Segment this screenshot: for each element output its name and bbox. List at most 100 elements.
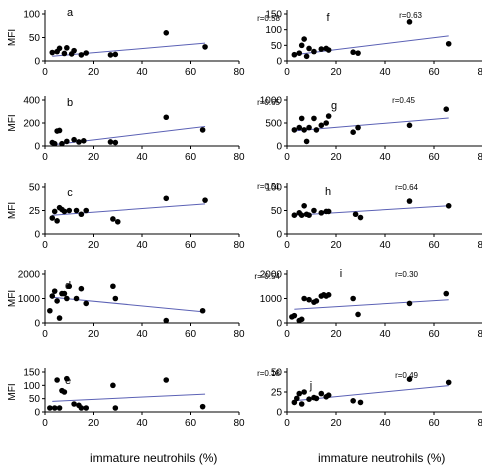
data-point (355, 50, 361, 56)
x-tick-label: 80 (233, 152, 245, 163)
trendline (294, 35, 449, 56)
x-tick-label: 40 (379, 329, 391, 340)
data-point (54, 218, 60, 224)
data-point (199, 127, 206, 133)
data-point (64, 45, 70, 51)
x-tick-label: 0 (42, 329, 48, 340)
data-point (163, 114, 170, 121)
data-point (301, 203, 307, 209)
data-point (291, 51, 298, 58)
y-tick-label: 0 (34, 142, 40, 153)
r-label: r=0.65 (257, 98, 280, 107)
data-point (296, 50, 303, 56)
y-axis-label: MFI (7, 290, 18, 307)
data-point (325, 392, 332, 399)
data-point (76, 139, 82, 145)
data-point (318, 210, 325, 216)
data-point (301, 389, 307, 395)
data-point (83, 405, 90, 411)
y-tick-label: 500 (265, 119, 282, 130)
x-tick-label: 80 (477, 67, 482, 78)
x-tick-label: 40 (379, 67, 391, 78)
y-axis-label: MFI (7, 114, 18, 131)
y-tick-label: 150 (265, 10, 282, 21)
r-label: r=-0.54 (254, 272, 280, 281)
x-tick-label: 0 (284, 418, 290, 429)
data-point (352, 211, 359, 218)
data-point (71, 136, 77, 143)
x-tick-label: 60 (185, 240, 197, 251)
x-tick-label: 20 (88, 418, 100, 429)
panel-c: 0 25 50 0 20 40 60 80 MFI c r=0.51 (7, 182, 281, 251)
x-axis-label-left: immature neutrohils (%) (90, 451, 218, 465)
y-tick-label: 200 (23, 119, 40, 130)
r-label: r=0.51 (257, 182, 280, 191)
data-point (163, 317, 170, 324)
data-point (73, 207, 80, 214)
data-point (406, 198, 413, 204)
x-tick-label: 0 (284, 240, 290, 251)
y-axis-label: MFI (7, 29, 18, 46)
x-tick-label: 0 (42, 418, 48, 429)
trendline (52, 393, 206, 402)
y-tick-label: 50 (271, 368, 283, 379)
data-point (112, 295, 119, 302)
data-point (78, 405, 85, 411)
data-point (325, 113, 332, 119)
r-label: r=0.18 (257, 369, 280, 378)
r-label: r=0.58 (257, 14, 280, 23)
data-point (355, 124, 361, 131)
y-tick-label: 50 (29, 394, 41, 405)
data-point (298, 316, 305, 323)
data-point (291, 127, 298, 133)
x-tick-label: 20 (330, 240, 342, 251)
data-point (56, 45, 63, 52)
data-point (306, 212, 312, 218)
data-point (313, 298, 320, 304)
x-tick-label: 20 (330, 67, 342, 78)
data-point (49, 293, 56, 299)
data-point (301, 127, 307, 133)
y-tick-label: 0 (276, 408, 282, 419)
x-tick-label: 40 (136, 418, 148, 429)
data-point (357, 399, 364, 406)
data-point (61, 290, 68, 297)
x-tick-label: 60 (185, 418, 197, 429)
x-tick-label: 0 (42, 67, 48, 78)
data-point (71, 47, 77, 54)
x-tick-label: 80 (233, 240, 245, 251)
data-point (163, 30, 170, 36)
panel-letter: j (309, 380, 312, 392)
data-point (199, 307, 206, 314)
data-point (306, 45, 312, 52)
data-point (110, 382, 116, 389)
data-point (61, 50, 68, 57)
panel-letter: e (65, 375, 71, 387)
y-tick-label: 50 (271, 206, 283, 217)
y-tick-label: 0 (276, 319, 282, 330)
panel-letter: i (340, 268, 342, 280)
data-point (311, 207, 317, 214)
y-tick-label: 1000 (260, 96, 283, 107)
y-tick-label: 2000 (18, 270, 41, 281)
data-point (49, 49, 56, 56)
data-point (350, 398, 356, 404)
x-tick-label: 20 (330, 152, 342, 163)
panel-letter: c (67, 187, 73, 199)
y-tick-label: 50 (29, 183, 41, 194)
data-point (59, 140, 65, 147)
data-point (81, 138, 87, 144)
x-tick-label: 60 (185, 329, 197, 340)
y-tick-label: 1000 (260, 294, 283, 305)
y-tick-label: 100 (265, 25, 282, 36)
data-point (163, 377, 170, 383)
data-point (73, 295, 80, 302)
data-point (301, 295, 307, 302)
data-point (306, 124, 312, 131)
data-point (298, 212, 305, 218)
x-tick-label: 0 (284, 329, 290, 340)
data-point (306, 396, 312, 403)
data-point (78, 52, 85, 58)
data-point (296, 390, 303, 397)
data-point (443, 106, 450, 112)
